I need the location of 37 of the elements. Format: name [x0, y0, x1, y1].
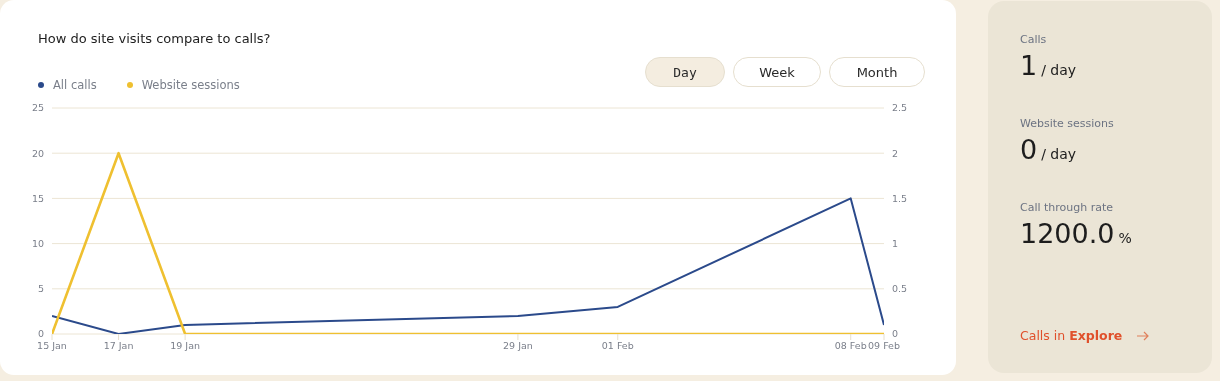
x-tick-label: 17 Jan: [103, 339, 134, 351]
text: Call through rate: [1020, 201, 1115, 214]
text: 1200.0: [1020, 218, 1115, 249]
y-tick-label: 0: [37, 328, 44, 340]
x-tick-label: 29 Jan: [503, 339, 533, 351]
y-tick-label: 20: [31, 147, 44, 159]
text: Week: [733, 57, 821, 87]
y2-tick-label: 0: [892, 328, 899, 340]
y-tick-label: 10: [31, 237, 44, 249]
y2-tick-label: 1: [892, 237, 899, 249]
x-tick-label: 08 Feb: [834, 339, 867, 351]
text: Month: [829, 57, 925, 87]
text: 1: [1020, 50, 1038, 81]
text: / day: [1041, 146, 1077, 162]
line-series: [52, 197, 884, 334]
y2-tick-label: 2.5: [892, 102, 908, 114]
text: Calls in: [1020, 328, 1066, 343]
legend-label: Website sessions: [140, 78, 240, 92]
x-tick-label: 01 Feb: [601, 339, 634, 351]
text: 0: [1020, 134, 1038, 165]
x-tick-label: 09 Feb: [868, 339, 900, 351]
chart-title: How do site visits compare to calls?: [38, 31, 271, 46]
x-tick-label: 15 Jan: [37, 339, 67, 351]
legend-label: All calls: [52, 78, 97, 92]
y2-tick-label: 2: [892, 147, 899, 159]
y-tick-label: 15: [31, 192, 44, 204]
y2-tick-label: 0.5: [892, 283, 908, 295]
text: Day: [645, 57, 725, 87]
y-tick-label: 5: [37, 283, 44, 295]
y2-tick-label: 1.5: [892, 192, 908, 204]
text: %: [1118, 230, 1132, 246]
y-tick-label: 25: [31, 102, 44, 114]
text: Website sessions: [1020, 117, 1114, 130]
text: / day: [1041, 62, 1077, 78]
x-tick-label: 19 Jan: [170, 339, 200, 351]
text: Explore: [1069, 328, 1123, 343]
text: Calls: [1020, 33, 1048, 46]
